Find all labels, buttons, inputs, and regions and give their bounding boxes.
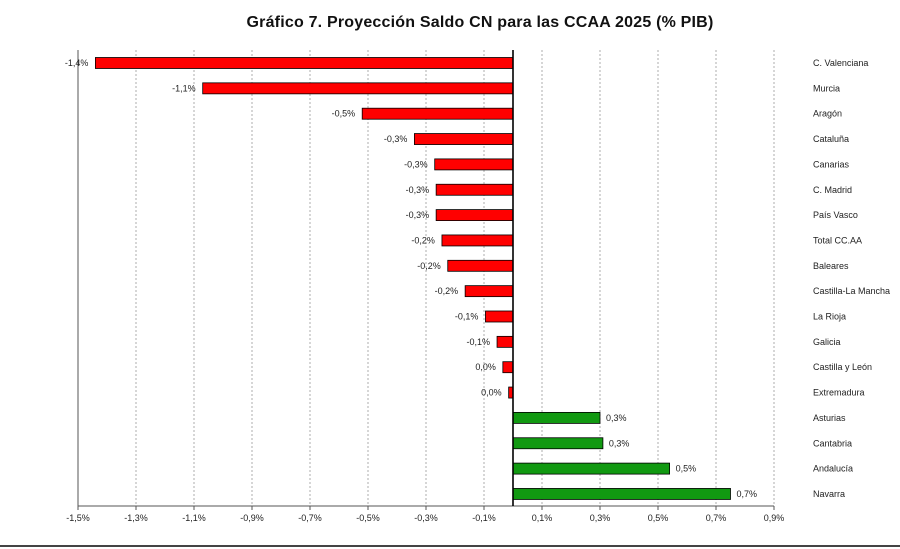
- bar: [512, 411, 601, 424]
- category-label: Murcia: [813, 83, 840, 93]
- data-label: -0,5%: [332, 109, 356, 119]
- x-tick-label: 0,5%: [648, 513, 669, 523]
- bar: [435, 209, 514, 222]
- category-label: País Vasco: [813, 210, 858, 220]
- bar: [95, 57, 514, 69]
- bar: [464, 285, 514, 298]
- data-label: 0,7%: [737, 489, 758, 499]
- data-label: -0,3%: [406, 185, 430, 195]
- category-label: Aragón: [813, 109, 842, 119]
- x-tick-label: -0,1%: [472, 513, 496, 523]
- data-label: -0,2%: [417, 261, 441, 271]
- category-label: Baleares: [813, 261, 849, 271]
- x-tick-label: -0,7%: [298, 513, 322, 523]
- bar: [441, 234, 514, 247]
- chart-title: Gráfico 7. Proyección Saldo CN para las …: [246, 14, 714, 31]
- data-label: 0,0%: [475, 362, 496, 372]
- category-label: Andalucía: [813, 464, 853, 474]
- bar: [512, 437, 604, 450]
- labels: -1,5% -1,3% -1,1% -0,9% -0,7% -0,5% -0,3% -0,1%…: [65, 58, 890, 523]
- data-label: 0,5%: [676, 464, 697, 474]
- category-label: C. Valenciana: [813, 58, 868, 68]
- category-label: Asturias: [813, 413, 846, 423]
- bar: [502, 361, 514, 374]
- bar: [434, 158, 514, 171]
- bar: [435, 183, 514, 196]
- x-tick-label: -0,5%: [356, 513, 380, 523]
- category-label: C. Madrid: [813, 185, 852, 195]
- axes: [77, 50, 775, 510]
- x-tick-label: -1,1%: [182, 513, 206, 523]
- x-tick-label: 0,1%: [532, 513, 553, 523]
- bar: [202, 82, 514, 95]
- data-label: -0,2%: [411, 235, 435, 245]
- category-label: Cataluña: [813, 134, 849, 144]
- gridlines: [77, 50, 775, 506]
- data-label: -0,3%: [384, 134, 408, 144]
- bar: [496, 335, 514, 348]
- x-tick-label: -0,9%: [240, 513, 264, 523]
- bar: [413, 133, 514, 145]
- bar: [485, 310, 514, 323]
- data-label: -0,3%: [404, 159, 428, 169]
- bar: [361, 107, 514, 120]
- data-label: 0,3%: [609, 438, 630, 448]
- category-label: Total CC.AA: [813, 235, 862, 245]
- category-label: Cantabria: [813, 438, 852, 448]
- category-label: Canarias: [813, 159, 850, 169]
- x-tick-label: -1,5%: [66, 513, 90, 523]
- category-label: La Rioja: [813, 312, 846, 322]
- data-label: -0,3%: [406, 210, 430, 220]
- data-label: -0,1%: [467, 337, 491, 347]
- data-label: -1,1%: [172, 83, 196, 93]
- category-label: Galicia: [813, 337, 841, 347]
- category-label: Navarra: [813, 489, 845, 499]
- x-tick-label: 0,3%: [590, 513, 611, 523]
- x-tick-label: -0,3%: [414, 513, 438, 523]
- data-label: -1,4%: [65, 58, 89, 68]
- bar: [447, 259, 514, 272]
- data-label: -0,2%: [435, 286, 459, 296]
- data-label: -0,1%: [455, 312, 479, 322]
- bar: [512, 488, 731, 500]
- bars: [95, 57, 731, 500]
- x-tick-label: 0,7%: [706, 513, 727, 523]
- category-label: Extremadura: [813, 388, 865, 398]
- bar: [512, 462, 671, 475]
- bottom-rule: [0, 545, 900, 547]
- category-label: Castilla y León: [813, 362, 872, 372]
- x-tick-label: -1,3%: [124, 513, 148, 523]
- category-label: Castilla-La Mancha: [813, 286, 890, 296]
- data-label: 0,3%: [606, 413, 627, 423]
- data-label: 0,0%: [481, 388, 502, 398]
- x-tick-label: 0,9%: [764, 513, 785, 523]
